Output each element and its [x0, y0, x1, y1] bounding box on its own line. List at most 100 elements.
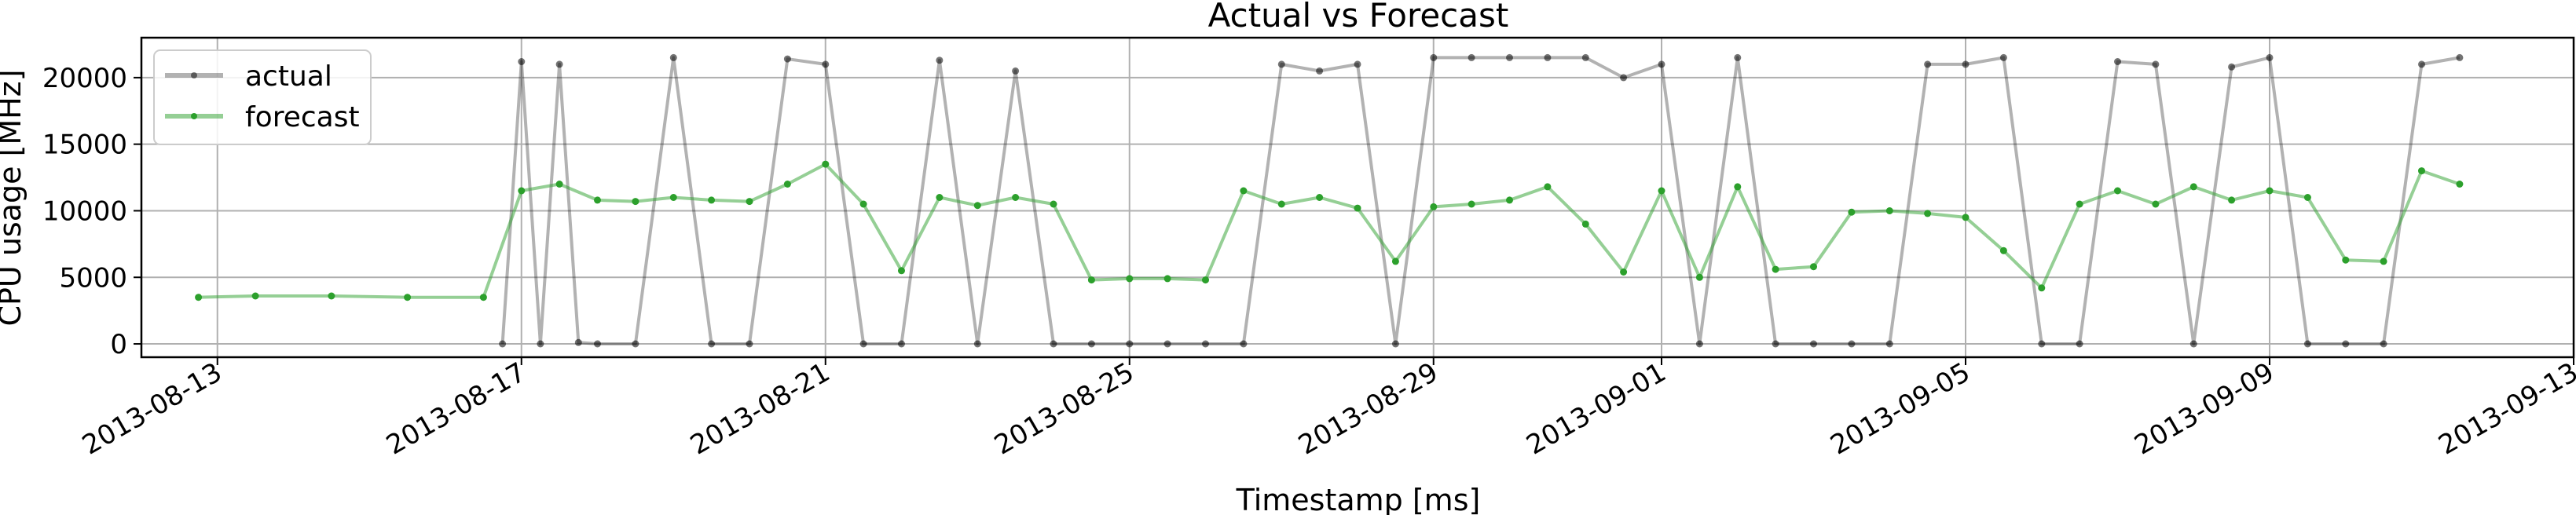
- actual-point: [1468, 53, 1475, 61]
- forecast-point: [251, 292, 259, 300]
- actual-point: [1695, 340, 1703, 348]
- actual-point: [669, 53, 677, 61]
- forecast-point: [594, 196, 601, 204]
- forecast-point: [1354, 204, 1361, 212]
- actual-point: [518, 58, 526, 65]
- actual-point: [2038, 340, 2046, 348]
- actual-point: [632, 340, 639, 348]
- forecast-point: [1772, 265, 1779, 273]
- actual-point: [973, 340, 981, 348]
- forecast-point: [822, 160, 830, 168]
- actual-point: [1962, 60, 1970, 68]
- forecast-point: [1581, 220, 1589, 228]
- legend-marker-forecast: [191, 113, 197, 119]
- y-axis-label: CPU usage [MHz]: [0, 69, 27, 326]
- actual-point: [2380, 340, 2387, 348]
- forecast-point: [746, 198, 753, 206]
- actual-point: [1810, 340, 1817, 348]
- forecast-point: [1391, 258, 1399, 265]
- y-tick-label: 0: [110, 329, 127, 360]
- actual-point: [2228, 63, 2236, 71]
- x-tick-label: 2013-09-13: [2433, 356, 2576, 461]
- forecast-point: [2303, 194, 2311, 201]
- actual-point: [1772, 340, 1779, 348]
- forecast-point: [2418, 167, 2425, 175]
- actual-point: [1012, 67, 1020, 75]
- forecast-point: [973, 202, 981, 210]
- plot-frame: [140, 36, 2575, 359]
- actual-point: [1202, 340, 1209, 348]
- forecast-point: [404, 294, 412, 301]
- forecast-point: [936, 194, 944, 201]
- forecast-point: [1468, 200, 1475, 208]
- x-tick-label: 2013-09-05: [1825, 356, 1975, 461]
- forecast-point: [2380, 258, 2387, 265]
- x-ticks: 2013-08-13 2013-08-17 2013-08-21 2013-08-25…: [77, 356, 2576, 461]
- forecast-series: [195, 160, 2464, 301]
- forecast-point: [632, 198, 639, 206]
- forecast-point: [898, 267, 905, 275]
- forecast-point: [1087, 276, 1095, 284]
- y-ticks: 0 5000 10000 15000 20000: [42, 63, 141, 360]
- actual-point: [822, 60, 830, 68]
- actual-point: [1354, 60, 1361, 68]
- actual-point: [936, 57, 944, 64]
- actual-point: [2076, 340, 2083, 348]
- forecast-point: [2342, 256, 2350, 264]
- actual-point: [898, 340, 905, 348]
- forecast-point: [2228, 196, 2236, 204]
- forecast-point: [518, 187, 526, 195]
- legend-label-actual: actual: [245, 60, 332, 93]
- actual-point: [2342, 340, 2350, 348]
- forecast-point: [1734, 183, 1742, 191]
- forecast-point: [1885, 207, 1893, 214]
- actual-series: [499, 53, 2464, 348]
- forecast-point: [1620, 268, 1628, 276]
- x-tick-label: 2013-08-21: [685, 356, 835, 461]
- forecast-point: [1277, 200, 1285, 208]
- actual-point: [2266, 53, 2274, 61]
- x-tick-label: 2013-08-29: [1293, 356, 1443, 461]
- forecast-point: [859, 200, 867, 208]
- forecast-point: [479, 294, 487, 301]
- actual-point: [594, 340, 601, 348]
- forecast-point: [1658, 187, 1665, 195]
- forecast-point: [1316, 194, 1324, 201]
- actual-point: [1581, 53, 1589, 61]
- actual-point: [499, 340, 507, 348]
- forecast-point: [1695, 273, 1703, 281]
- forecast-point: [1163, 275, 1171, 283]
- actual-point: [537, 340, 544, 348]
- forecast-point: [1430, 203, 1438, 210]
- actual-point: [1087, 340, 1095, 348]
- actual-point: [1163, 340, 1171, 348]
- forecast-point: [2189, 183, 2197, 191]
- legend: actual forecast: [153, 49, 372, 145]
- x-tick-label: 2013-08-25: [989, 356, 1139, 461]
- forecast-point: [1012, 194, 1020, 201]
- x-tick-label: 2013-09-09: [2129, 356, 2279, 461]
- actual-point: [1277, 60, 1285, 68]
- actual-point: [1620, 74, 1628, 82]
- actual-point: [2418, 60, 2425, 68]
- actual-point: [859, 340, 867, 348]
- forecast-point: [195, 294, 203, 301]
- actual-point: [783, 55, 791, 63]
- actual-point: [1999, 53, 2007, 61]
- y-tick-label: 20000: [42, 63, 127, 94]
- forecast-point: [708, 196, 716, 204]
- actual-point: [1734, 53, 1742, 61]
- actual-point: [1126, 340, 1134, 348]
- forecast-point: [2266, 187, 2274, 195]
- actual-point: [1885, 340, 1893, 348]
- actual-point: [2303, 340, 2311, 348]
- legend-box: [153, 49, 372, 145]
- actual-point: [1506, 53, 1513, 61]
- forecast-point: [1050, 200, 1057, 208]
- legend-marker-actual: [191, 72, 197, 79]
- x-axis-label: Timestamp [ms]: [1236, 483, 1481, 515]
- x-tick-label: 2013-09-01: [1521, 356, 1671, 461]
- actual-point: [2114, 58, 2121, 65]
- forecast-point: [2114, 187, 2121, 195]
